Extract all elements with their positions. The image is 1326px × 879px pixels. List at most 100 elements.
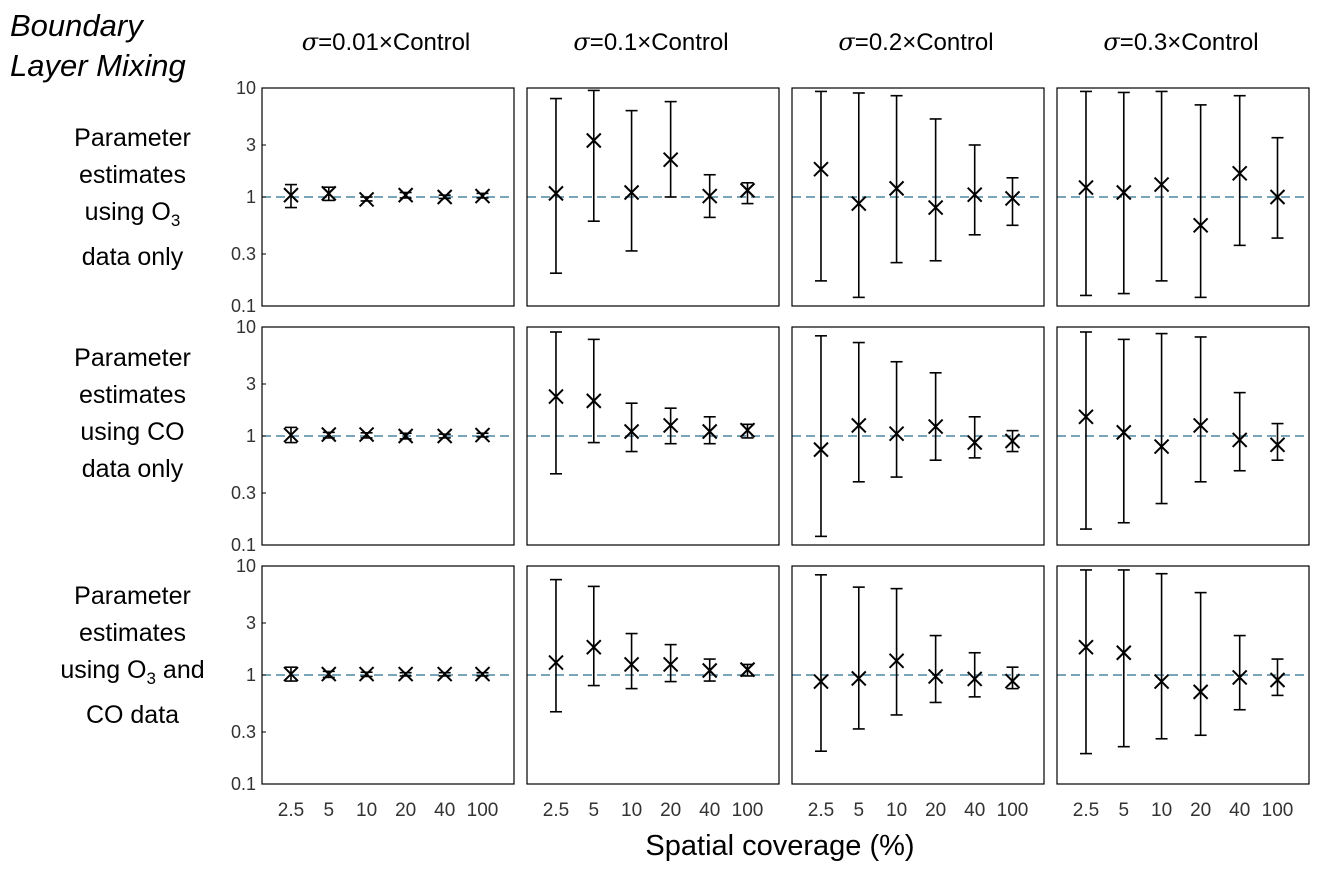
data-point: [397, 666, 414, 682]
data-point: [813, 161, 829, 177]
data-point-stroke: [321, 426, 337, 443]
data-point-stroke: [888, 425, 905, 442]
data-point-stroke: [851, 417, 867, 434]
x-tick-label: 5: [323, 800, 334, 821]
data-point: [1116, 645, 1132, 661]
data-point: [966, 434, 983, 451]
panel-r2-c2: [526, 326, 780, 546]
data-point-stroke: [436, 666, 453, 682]
data-point: [1231, 432, 1248, 448]
y-tick-label: 10: [236, 317, 256, 337]
data-point: [888, 425, 905, 442]
data-point: [474, 427, 491, 443]
y-tick-label: 0.1: [231, 535, 256, 555]
data-point-stroke: [966, 671, 983, 687]
data-point-stroke: [927, 418, 944, 435]
x-tick-label: 10: [886, 800, 907, 821]
column-title-value: =0.1: [589, 29, 638, 56]
subscript: 3: [146, 669, 156, 688]
panel-r3-c4: 2.5 5 10 20 40 100: [1056, 565, 1310, 821]
data-point-stroke: [1153, 176, 1170, 193]
data-point-stroke: [813, 441, 829, 458]
data-point: [586, 393, 602, 409]
y-tick-label: 10: [236, 556, 256, 576]
data-point: [1078, 179, 1094, 196]
data-point-stroke: [662, 151, 679, 168]
row-label-line: Parameter: [74, 582, 191, 610]
panel-r3-c1: 10 3 1 0.3 0.1 2.5 5 10 20 40 100: [231, 556, 515, 821]
panel-frame: [1056, 565, 1310, 785]
panel-frame: [791, 565, 1045, 785]
column-title-1: σ=0.01×Control: [255, 28, 517, 57]
data-point: [623, 423, 640, 440]
data-point: [739, 182, 756, 199]
data-point-stroke: [1192, 684, 1209, 700]
x-tick-label: 40: [699, 800, 720, 821]
data-point: [739, 422, 756, 438]
data-point-stroke: [474, 427, 491, 443]
data-point: [813, 673, 829, 690]
data-point: [321, 426, 337, 443]
figure-corner-title: Boundary Layer Mixing: [10, 6, 186, 86]
y-tick-label: 3: [246, 135, 256, 155]
data-point-stroke: [586, 132, 602, 149]
sigma-symbol: σ: [838, 28, 855, 56]
data-point-stroke: [1153, 673, 1170, 690]
data-point-stroke: [1153, 438, 1170, 455]
y-tick-label: 0.3: [231, 483, 256, 503]
data-point-stroke: [888, 653, 905, 669]
data-point-stroke: [474, 188, 491, 204]
column-title-suffix: Control: [1181, 29, 1259, 56]
data-point-stroke: [927, 668, 944, 685]
panel-r2-c3: [791, 326, 1045, 546]
data-point-stroke: [586, 639, 602, 655]
data-point-stroke: [1231, 669, 1248, 686]
data-point: [1004, 190, 1021, 207]
data-point: [888, 653, 905, 669]
y-tick-label: 10: [236, 78, 256, 98]
data-point: [1269, 189, 1286, 205]
row-label-line: estimates: [79, 619, 186, 647]
data-point-stroke: [321, 666, 337, 682]
row-label-line: using CO: [80, 418, 185, 446]
data-point-stroke: [1269, 672, 1286, 688]
data-point-stroke: [548, 388, 564, 405]
data-point-stroke: [1269, 437, 1286, 453]
sigma-symbol: σ: [573, 28, 590, 56]
data-point-stroke: [586, 393, 602, 409]
data-point: [1153, 438, 1170, 455]
x-tick-label: 5: [853, 800, 864, 821]
data-point-stroke: [548, 185, 564, 202]
data-point: [397, 187, 414, 203]
data-point-stroke: [283, 427, 299, 443]
data-point: [662, 656, 679, 673]
sigma-symbol: σ: [301, 28, 319, 56]
data-point: [623, 656, 640, 673]
data-point-stroke: [701, 188, 718, 204]
column-title-2: σ=0.1×Control: [520, 28, 782, 57]
subscript: 3: [170, 211, 181, 230]
y-tick-label: 0.1: [231, 774, 256, 794]
data-point-stroke: [813, 673, 829, 690]
y-tick-label: 3: [246, 613, 256, 633]
data-point-stroke: [1231, 432, 1248, 448]
data-point-stroke: [662, 656, 679, 673]
data-point-stroke: [851, 195, 867, 212]
data-point: [436, 666, 453, 682]
data-point: [548, 185, 564, 202]
data-point-stroke: [1192, 217, 1209, 234]
data-point: [662, 151, 679, 168]
data-point-stroke: [1116, 645, 1132, 661]
data-point: [851, 670, 867, 687]
data-point: [474, 188, 491, 204]
data-point: [623, 184, 640, 201]
panel-r2-c4: [1056, 326, 1310, 546]
row-label-line: Parameter: [74, 344, 191, 372]
y-tick-label: 3: [246, 374, 256, 394]
data-point: [701, 662, 718, 679]
panel-frame: [1056, 87, 1310, 307]
data-point: [701, 188, 718, 204]
column-title-3: σ=0.2×Control: [785, 28, 1047, 57]
data-point: [1192, 217, 1209, 234]
